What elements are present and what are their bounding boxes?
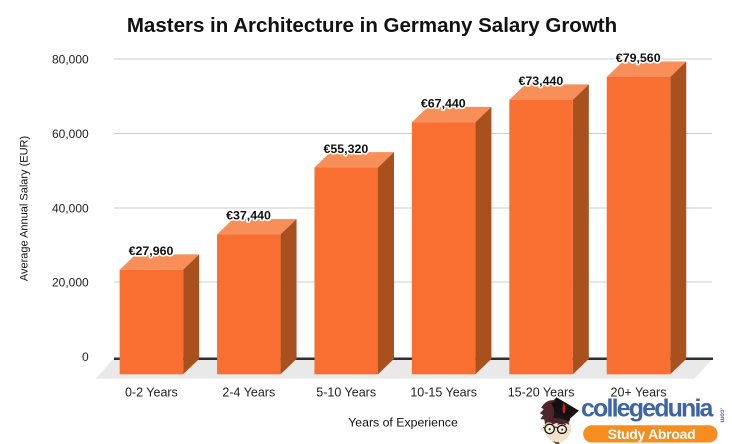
svg-text:Years of Experience: Years of Experience bbox=[348, 415, 458, 429]
svg-text:60,000: 60,000 bbox=[52, 127, 89, 141]
svg-text:20+ Years: 20+ Years bbox=[611, 386, 667, 400]
svg-text:15-20 Years: 15-20 Years bbox=[508, 386, 575, 400]
svg-text:Average Annual Salary (EUR): Average Annual Salary (EUR) bbox=[19, 136, 31, 281]
svg-text:80,000: 80,000 bbox=[52, 53, 89, 67]
svg-text:20,000: 20,000 bbox=[52, 276, 89, 290]
svg-text:Masters in Architecture in Ger: Masters in Architecture in Germany Salar… bbox=[127, 14, 617, 37]
svg-text:10-15 Years: 10-15 Years bbox=[410, 386, 477, 400]
svg-text:5-10 Years: 5-10 Years bbox=[316, 386, 376, 400]
svg-text:€55,320: €55,320 bbox=[324, 142, 369, 156]
svg-text:€79,560: €79,560 bbox=[616, 51, 661, 65]
svg-text:€27,960: €27,960 bbox=[129, 244, 174, 258]
svg-text:€37,440: €37,440 bbox=[226, 209, 271, 223]
svg-text:€67,440: €67,440 bbox=[421, 97, 466, 111]
svg-text:€73,440: €73,440 bbox=[519, 74, 564, 88]
svg-text:40,000: 40,000 bbox=[52, 201, 89, 215]
svg-text:0-2 Years: 0-2 Years bbox=[125, 386, 178, 400]
svg-text:Study Abroad: Study Abroad bbox=[608, 426, 696, 442]
svg-text:2-4 Years: 2-4 Years bbox=[222, 386, 275, 400]
svg-text:0: 0 bbox=[82, 350, 89, 364]
svg-text:collegedunia: collegedunia bbox=[581, 395, 715, 423]
svg-text:.com: .com bbox=[719, 408, 726, 423]
